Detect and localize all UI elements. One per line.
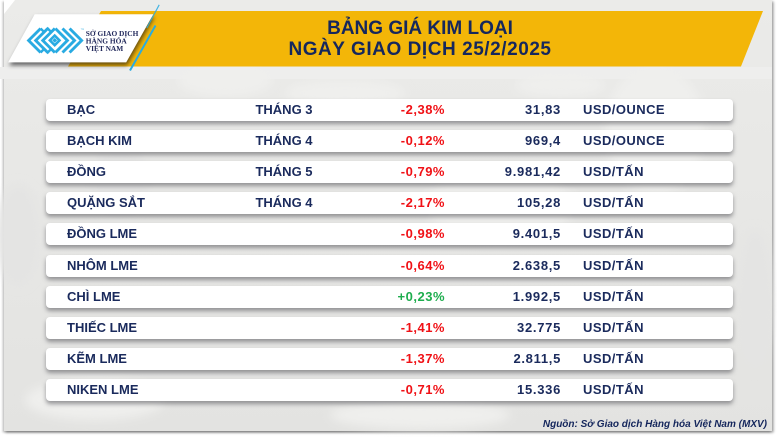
svg-text:™: ™: [80, 27, 84, 32]
svg-text:HÀNG HÓA: HÀNG HÓA: [86, 36, 128, 46]
svg-text:VIỆT NAM: VIỆT NAM: [86, 44, 123, 53]
svg-text:SỞ GIAO DỊCH: SỞ GIAO DỊCH: [86, 28, 139, 38]
